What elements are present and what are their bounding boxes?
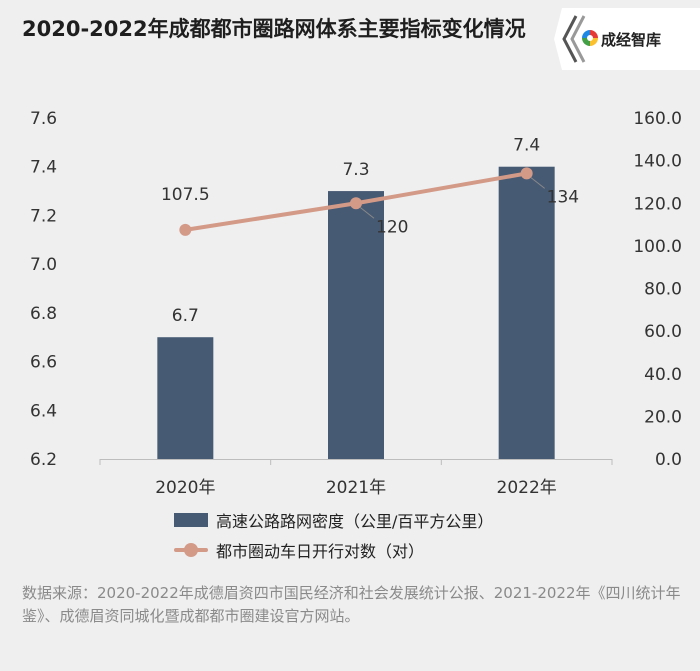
line-value-label: 134 <box>547 187 579 207</box>
brand-logo: 成经智库 <box>554 8 700 70</box>
x-tick-label: 2020年 <box>155 478 215 498</box>
line-point <box>350 197 362 210</box>
y-left-tick-label: 7.2 <box>30 206 57 226</box>
bar <box>328 191 384 460</box>
y-right-tick-label: 0.0 <box>655 450 682 470</box>
y-left-tick-label: 6.4 <box>30 401 57 421</box>
legend-line-label: 都市圈动车日开行对数（对） <box>216 542 425 561</box>
line-point <box>179 223 192 236</box>
y-right-tick-label: 160.0 <box>633 109 682 129</box>
logo-text: 成经智库 <box>601 31 662 49</box>
y-right-tick-label: 140.0 <box>633 152 682 172</box>
y-right-tick-label: 20.0 <box>644 407 682 427</box>
chart-title: 2020-2022年成都都市圈路网体系主要指标变化情况 <box>22 17 526 41</box>
y-left-tick-label: 7.4 <box>30 158 57 178</box>
bar <box>157 337 214 459</box>
legend-line-swatch <box>174 543 208 557</box>
y-left-tick-label: 7.6 <box>30 109 57 129</box>
x-tick-label: 2021年 <box>326 478 386 498</box>
logo-badge-shape <box>554 8 700 70</box>
y-right-tick-label: 60.0 <box>644 322 682 342</box>
y-right-tick-label: 80.0 <box>644 280 682 300</box>
y-left-tick-label: 6.2 <box>30 450 57 470</box>
legend-item-bar: 高速公路路网密度（公里/百平方公里） <box>174 505 493 535</box>
legend: 高速公路路网密度（公里/百平方公里） 都市圈动车日开行对数（对） <box>174 505 493 565</box>
line-point <box>520 167 533 180</box>
label-leader-line <box>359 206 375 219</box>
legend-bar-label: 高速公路路网密度（公里/百平方公里） <box>216 512 494 531</box>
y-right-tick-label: 40.0 <box>644 365 682 385</box>
bar-value-label: 7.3 <box>342 160 369 180</box>
line-value-label: 107.5 <box>161 185 210 205</box>
x-tick-label: 2022年 <box>497 478 557 498</box>
y-right-tick-label: 100.0 <box>633 237 682 257</box>
combo-chart: 6.2 6.4 6.6 6.8 7.0 7.2 7.4 7.6 0.0 20.0 40.0 60.0 8… <box>30 109 682 498</box>
legend-bar-swatch <box>174 513 208 527</box>
bar <box>498 166 555 459</box>
y-left-tick-label: 7.0 <box>30 255 57 275</box>
line-value-label: 120 <box>376 217 408 237</box>
bar-value-label: 6.7 <box>172 306 199 326</box>
y-left-tick-label: 6.8 <box>30 304 57 324</box>
y-left-tick-label: 6.6 <box>30 353 57 373</box>
label-leader-line <box>530 177 545 189</box>
source-note: 数据来源：2020-2022年成德眉资四市国民经济和社会发展统计公报、2021-… <box>22 584 681 625</box>
bar-value-label: 7.4 <box>513 136 540 156</box>
brand-swirl-icon <box>582 30 598 46</box>
y-right-tick-label: 120.0 <box>633 194 682 214</box>
legend-item-line: 都市圈动车日开行对数（对） <box>174 535 493 565</box>
